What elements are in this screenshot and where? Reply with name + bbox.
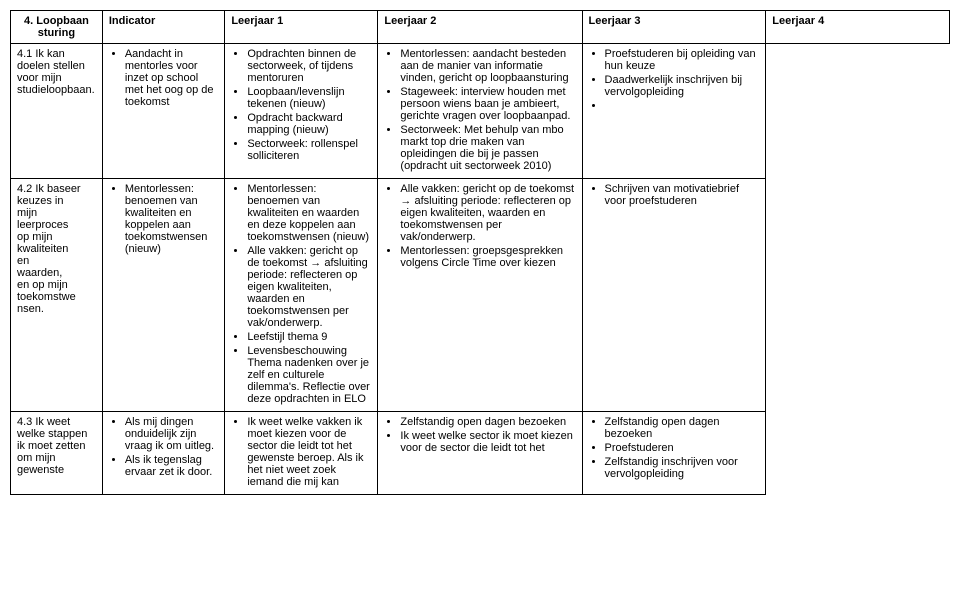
content-cell: Aandacht in mentorles voor inzet op scho…	[102, 44, 224, 179]
content-cell: Schrijven van motivatiebrief voor proefs…	[582, 179, 766, 412]
content-cell: Als mij dingen onduidelijk zijn vraag ik…	[102, 412, 224, 495]
list-item: Zelfstandig open dagen bezoeken	[400, 416, 575, 428]
content-cell: Zelfstandig open dagen bezoeken Ik weet w…	[378, 412, 582, 495]
list-item: Zelfstandig open dagen bezoeken	[605, 416, 760, 440]
header-row: 4. Loopbaan sturing Indicator Leerjaar 1…	[11, 11, 950, 44]
list-item: Schrijven van motivatiebrief voor proefs…	[605, 183, 760, 207]
list-item: Als ik tegenslag ervaar zet ik door.	[125, 454, 218, 478]
bullet-list: Als mij dingen onduidelijk zijn vraag ik…	[109, 416, 218, 478]
bullet-list: Schrijven van motivatiebrief voor proefs…	[589, 183, 760, 207]
list-item: Loopbaan/levenslijn tekenen (nieuw)	[247, 86, 371, 110]
list-item: Leefstijl thema 9	[247, 331, 371, 343]
list-item: Aandacht in mentorles voor inzet op scho…	[125, 48, 218, 108]
content-cell: Opdrachten binnen de sectorweek, of tijd…	[225, 44, 378, 179]
col-leerjaar3: Leerjaar 3	[582, 11, 766, 44]
list-item: Sectorweek: Met behulp van mbo markt top…	[400, 124, 575, 172]
bullet-list: Zelfstandig open dagen bezoeken Proefstud…	[589, 416, 760, 480]
table-row: 4.1 Ik kan doelen stellen voor mijn stud…	[11, 44, 950, 179]
list-item: Opdrachten binnen de sectorweek, of tijd…	[247, 48, 371, 84]
bullet-list: Mentorlessen: benoemen van kwaliteiten e…	[109, 183, 218, 255]
col-indicator: Indicator	[102, 11, 224, 44]
bullet-list: Proefstuderen bij opleiding van hun keuz…	[589, 48, 760, 112]
list-item: Als mij dingen onduidelijk zijn vraag ik…	[125, 416, 218, 452]
content-cell: Mentorlessen: aandacht besteden aan de m…	[378, 44, 582, 179]
content-cell: Mentorlessen: benoemen van kwaliteiten e…	[102, 179, 224, 412]
bullet-list: Mentorlessen: aandacht besteden aan de m…	[384, 48, 575, 172]
bullet-list: Mentorlessen: benoemen van kwaliteiten e…	[231, 183, 371, 405]
list-item: Alle vakken: gericht op de toekomst → af…	[400, 183, 575, 243]
list-item: Alle vakken: gericht op de toekomst → af…	[247, 245, 371, 329]
content-cell: Zelfstandig open dagen bezoeken Proefstud…	[582, 412, 766, 495]
table-row: 4.3 Ik weet welke stappen ik moet zetten…	[11, 412, 950, 495]
bullet-list: Zelfstandig open dagen bezoeken Ik weet w…	[384, 416, 575, 454]
list-item: Zelfstandig inschrijven voor vervolgople…	[605, 456, 760, 480]
list-item: Stageweek: interview houden met persoon …	[400, 86, 575, 122]
content-cell: Ik weet welke vakken ik moet kiezen voor…	[225, 412, 378, 495]
indicator-cell: 4.2 Ik baseerkeuzes inmijnleerprocesop m…	[11, 179, 103, 412]
list-item: Proefstuderen	[605, 442, 760, 454]
curriculum-table: 4. Loopbaan sturing Indicator Leerjaar 1…	[10, 10, 950, 495]
list-item: Mentorlessen: groepsgesprekken volgens C…	[400, 245, 575, 269]
list-item: Proefstuderen bij opleiding van hun keuz…	[605, 48, 760, 72]
list-item: Mentorlessen: aandacht besteden aan de m…	[400, 48, 575, 84]
list-item: Mentorlessen: benoemen van kwaliteiten e…	[125, 183, 218, 255]
list-item	[605, 100, 760, 112]
bullet-list: Opdrachten binnen de sectorweek, of tijd…	[231, 48, 371, 162]
list-item: Daadwerkelijk inschrijven bij vervolgopl…	[605, 74, 760, 98]
list-item: Levensbeschouwing Thema nadenken over je…	[247, 345, 371, 405]
bullet-list: Alle vakken: gericht op de toekomst → af…	[384, 183, 575, 269]
content-cell: Alle vakken: gericht op de toekomst → af…	[378, 179, 582, 412]
list-item: Mentorlessen: benoemen van kwaliteiten e…	[247, 183, 371, 243]
col-leerjaar1: Leerjaar 1	[225, 11, 378, 44]
indicator-cell: 4.3 Ik weet welke stappen ik moet zetten…	[11, 412, 103, 495]
content-cell: Proefstuderen bij opleiding van hun keuz…	[582, 44, 766, 179]
category-header: 4. Loopbaan sturing	[11, 11, 103, 44]
list-item: Ik weet welke sector ik moet kiezen voor…	[400, 430, 575, 454]
col-leerjaar2: Leerjaar 2	[378, 11, 582, 44]
list-item: Sectorweek: rollenspel solliciteren	[247, 138, 371, 162]
table-row: 4.2 Ik baseerkeuzes inmijnleerprocesop m…	[11, 179, 950, 412]
bullet-list: Aandacht in mentorles voor inzet op scho…	[109, 48, 218, 108]
indicator-cell: 4.1 Ik kan doelen stellen voor mijn stud…	[11, 44, 103, 179]
col-leerjaar4: Leerjaar 4	[766, 11, 950, 44]
list-item: Ik weet welke vakken ik moet kiezen voor…	[247, 416, 371, 488]
bullet-list: Ik weet welke vakken ik moet kiezen voor…	[231, 416, 371, 488]
content-cell: Mentorlessen: benoemen van kwaliteiten e…	[225, 179, 378, 412]
list-item: Opdracht backward mapping (nieuw)	[247, 112, 371, 136]
